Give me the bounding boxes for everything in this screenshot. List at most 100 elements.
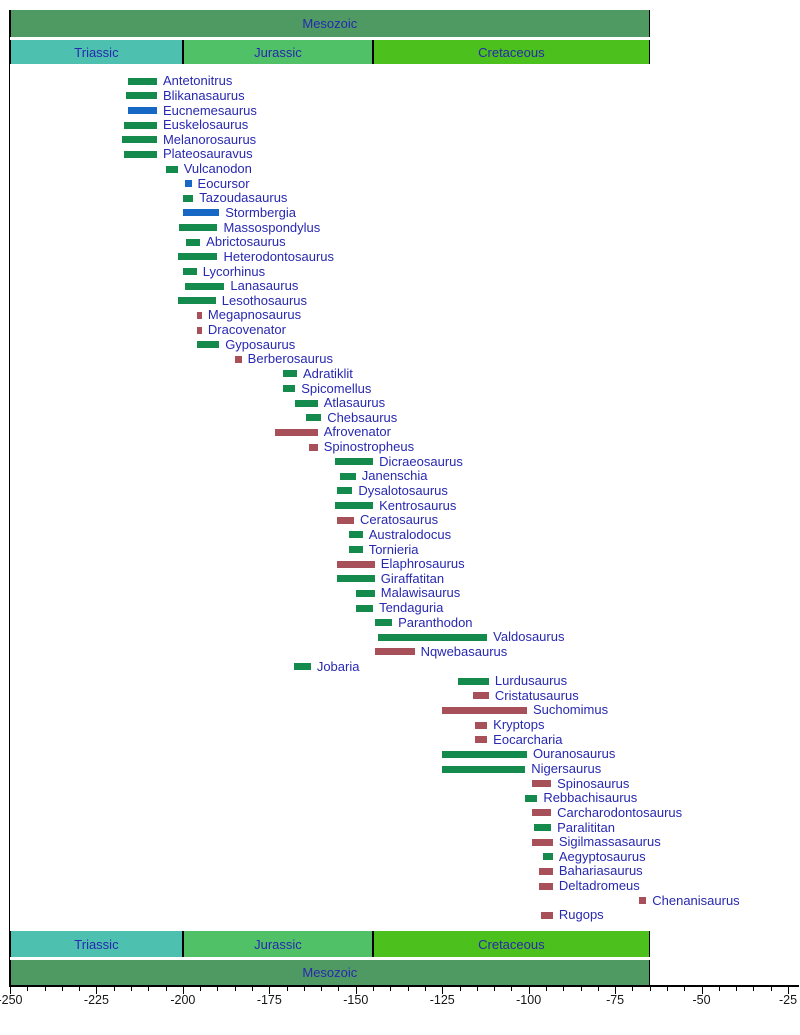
axis-major-tick bbox=[355, 986, 357, 994]
taxon-bar bbox=[348, 546, 363, 554]
taxon-label: Aegyptosaurus bbox=[558, 848, 646, 864]
axis-major-tick bbox=[615, 986, 617, 994]
era-bar-mesozoic-top: Mesozoic bbox=[10, 10, 650, 37]
taxon-label: Carcharodontosaurus bbox=[557, 804, 683, 820]
taxon-bar bbox=[374, 648, 415, 656]
taxon-label: Vulcanodon bbox=[183, 161, 252, 177]
axis-minor-tick bbox=[234, 986, 236, 991]
taxon-bar bbox=[539, 867, 553, 875]
taxon-bar bbox=[442, 750, 527, 758]
taxon-label: Megapnosaurus bbox=[207, 307, 302, 323]
axis-minor-tick bbox=[718, 986, 720, 991]
taxon-bar bbox=[125, 92, 157, 100]
taxon-label: Afrovenator bbox=[323, 424, 391, 440]
era-bar-mesozoic-bottom: Mesozoic bbox=[10, 960, 650, 985]
taxon-bar bbox=[532, 780, 552, 788]
axis-minor-tick bbox=[217, 986, 219, 991]
taxon-label: Stormbergia bbox=[225, 204, 296, 220]
taxon-label: Valdosaurus bbox=[493, 629, 565, 645]
axis-tick-label: -25 bbox=[778, 993, 798, 1007]
period-bar-triassic: Triassic bbox=[10, 40, 183, 64]
taxon-label: Elaphrosaurus bbox=[380, 556, 465, 572]
taxon-label: Massospondylus bbox=[223, 219, 321, 235]
taxon-label: Dysalotosaurus bbox=[358, 482, 448, 498]
taxon-bar bbox=[179, 224, 218, 232]
taxon-bar bbox=[532, 809, 552, 817]
axis-major-tick bbox=[701, 986, 703, 994]
taxon-label: Ouranosaurus bbox=[532, 746, 616, 762]
axis-minor-tick bbox=[252, 986, 254, 991]
taxon-label: Rugops bbox=[558, 907, 604, 923]
axis-minor-tick bbox=[545, 986, 547, 991]
axis-minor-tick bbox=[424, 986, 426, 991]
taxon-bar bbox=[374, 619, 393, 627]
taxon-bar bbox=[186, 238, 201, 246]
era-label-mesozoic-top: Mesozoic bbox=[302, 16, 358, 31]
taxon-label: Rebbachisaurus bbox=[543, 790, 638, 806]
period-label: Triassic bbox=[74, 44, 119, 60]
taxon-bar bbox=[335, 502, 374, 510]
taxon-bar bbox=[184, 282, 225, 290]
taxon-bar bbox=[336, 516, 355, 524]
period-bar-cretaceous: Cretaceous bbox=[373, 931, 650, 957]
axis-major-tick bbox=[182, 986, 184, 994]
taxon-bar bbox=[348, 531, 363, 539]
axis-minor-tick bbox=[666, 986, 668, 991]
taxon-label: Melanorosaurus bbox=[162, 131, 257, 147]
axis-minor-tick bbox=[390, 986, 392, 991]
taxon-bar bbox=[293, 663, 311, 671]
axis-tick-label: -50 bbox=[692, 993, 711, 1007]
axis-minor-tick bbox=[753, 986, 755, 991]
taxon-label: Tazoudasaurus bbox=[199, 190, 288, 206]
taxon-bar bbox=[336, 487, 353, 495]
taxon-bar bbox=[335, 458, 374, 466]
taxon-label: Lesothosaurus bbox=[221, 292, 308, 308]
axis-minor-tick bbox=[338, 986, 340, 991]
taxon-label: Eucnemesaurus bbox=[162, 102, 257, 118]
taxon-bar bbox=[475, 721, 488, 729]
taxon-label: Lycorhinus bbox=[202, 263, 266, 279]
axis-minor-tick bbox=[148, 986, 150, 991]
axis-minor-tick bbox=[511, 986, 513, 991]
taxon-bar bbox=[283, 385, 296, 393]
axis-tick-label: -150 bbox=[343, 993, 369, 1007]
taxon-label: Suchomimus bbox=[532, 702, 609, 718]
axis-minor-tick bbox=[44, 986, 46, 991]
taxon-label: Giraffatitan bbox=[380, 570, 445, 586]
axis-minor-tick bbox=[200, 986, 202, 991]
taxon-bar bbox=[533, 824, 552, 832]
taxon-bar bbox=[473, 692, 489, 700]
period-bar-jurassic: Jurassic bbox=[182, 931, 374, 957]
taxon-bar bbox=[184, 180, 192, 188]
taxon-label: Paranthodon bbox=[398, 614, 473, 630]
axis-minor-tick bbox=[286, 986, 288, 991]
taxon-label: Sigilmassasaurus bbox=[558, 834, 661, 850]
taxon-label: Berberosaurus bbox=[247, 351, 333, 367]
taxon-label: Tornieria bbox=[368, 541, 419, 557]
axis-minor-tick bbox=[632, 986, 634, 991]
taxon-bar bbox=[442, 765, 526, 773]
taxon-bar bbox=[542, 853, 553, 861]
axis-minor-tick bbox=[563, 986, 565, 991]
taxon-label: Janenschia bbox=[361, 468, 428, 484]
taxon-bar bbox=[475, 736, 488, 744]
taxon-bar bbox=[196, 341, 220, 349]
axis-minor-tick bbox=[476, 986, 478, 991]
axis-minor-tick bbox=[580, 986, 582, 991]
period-label: Cretaceous bbox=[478, 44, 545, 60]
axis-tick-label: -100 bbox=[516, 993, 542, 1007]
taxon-label: Chebsaurus bbox=[327, 409, 398, 425]
taxon-bar bbox=[525, 794, 538, 802]
taxon-bar bbox=[177, 297, 216, 305]
period-label: Jurassic bbox=[254, 936, 302, 952]
taxon-bar bbox=[355, 604, 374, 612]
axis-minor-tick bbox=[113, 986, 115, 991]
plot-left-border bbox=[9, 10, 10, 985]
taxon-bar bbox=[540, 911, 553, 919]
taxon-bar bbox=[295, 399, 318, 407]
taxon-bar bbox=[274, 428, 318, 436]
taxon-bar bbox=[234, 355, 242, 363]
era-label-mesozoic-bottom: Mesozoic bbox=[302, 965, 358, 980]
taxon-bar bbox=[182, 268, 197, 276]
